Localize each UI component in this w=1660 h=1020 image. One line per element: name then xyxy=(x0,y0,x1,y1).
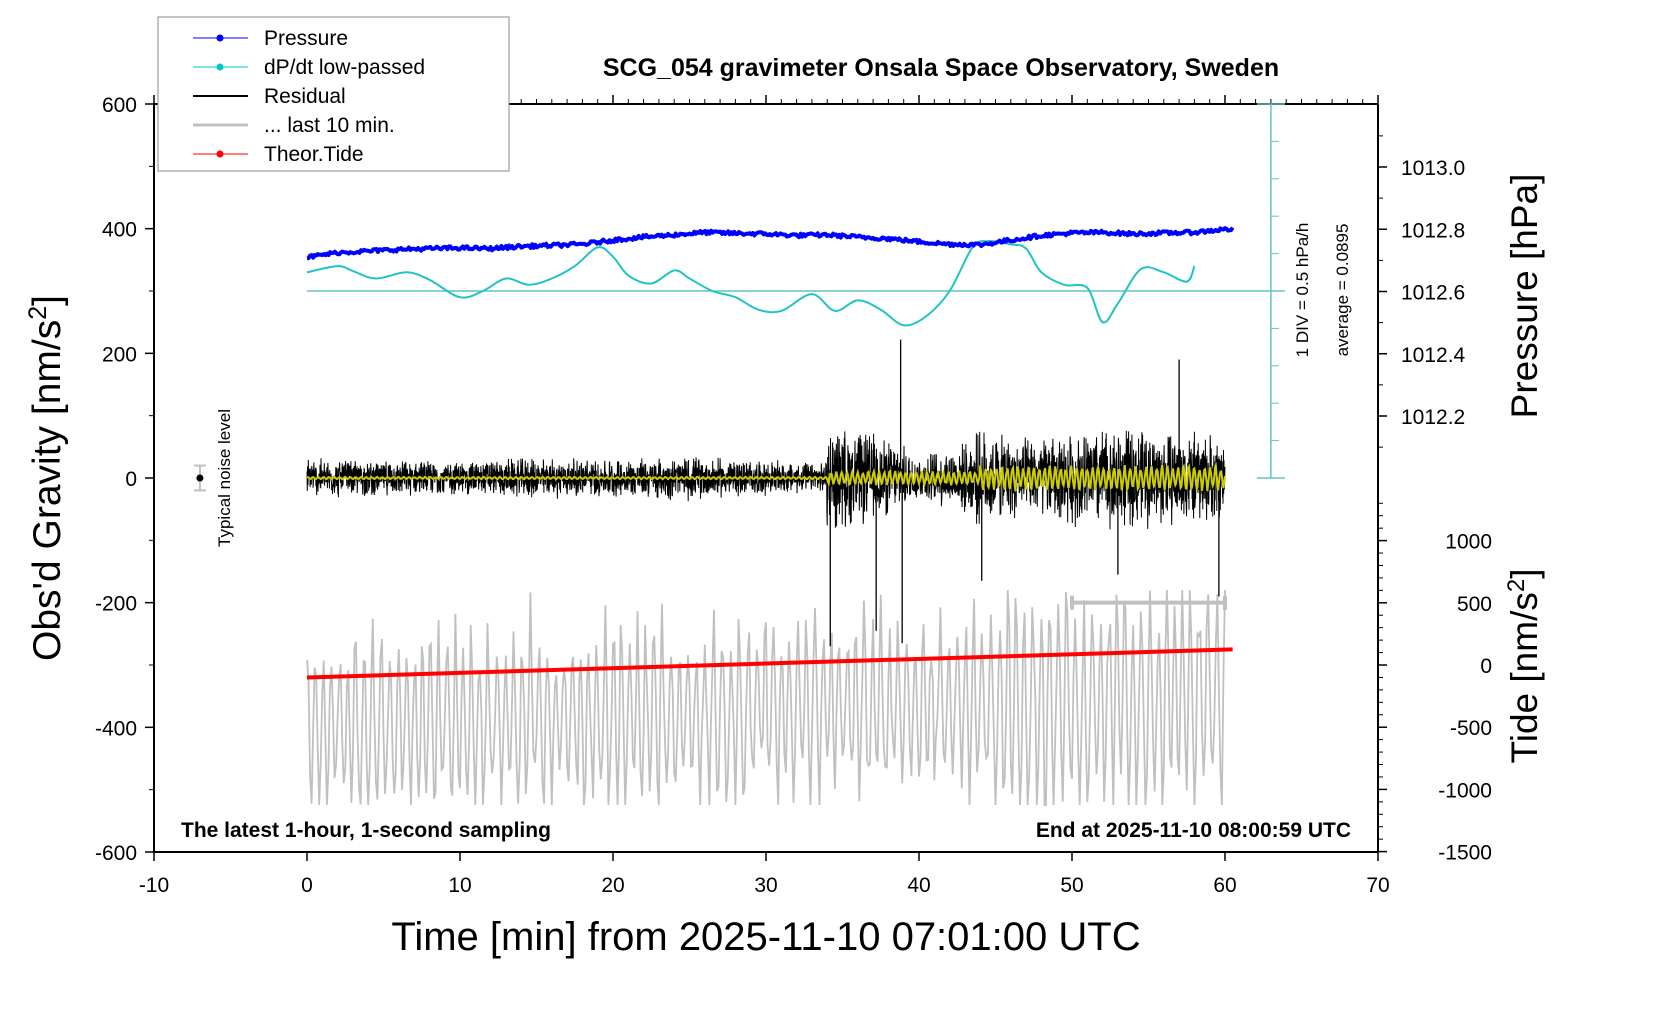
residual-lowpass-series xyxy=(306,461,1226,493)
legend-item: dP/dt low-passed xyxy=(193,56,425,79)
gravity-tick-label: -600 xyxy=(95,842,137,865)
tide-tick-label: 1000 xyxy=(1445,531,1492,554)
typical-noise-marker xyxy=(193,464,206,492)
x-tick-label: 30 xyxy=(754,874,777,897)
legend-label: Theor.Tide xyxy=(264,143,364,166)
noise-level-label: Typical noise level xyxy=(215,409,234,547)
pressure-series xyxy=(306,226,1235,261)
legend-swatch-marker xyxy=(216,34,224,42)
tide-axis-ticks: 1000 500 0 -500 -1000 -1500 xyxy=(1378,502,1492,865)
pressure-line xyxy=(306,226,1235,261)
y-axis-title-pressure: Pressure [hPa] xyxy=(1504,174,1545,419)
gravity-axis-ticks: 600 400 200 0 -200 -400 -600 xyxy=(95,94,154,865)
y-axis-title-gravity: Obs'd Gravity [nm/s2] xyxy=(24,295,69,661)
annotation-average: average = 0.0895 xyxy=(1333,224,1352,357)
dpdt-series xyxy=(306,240,1196,327)
tide-tick-label: -1000 xyxy=(1438,779,1492,802)
legend-label: dP/dt low-passed xyxy=(264,56,425,79)
y-axis-title-tide-end: ] xyxy=(1504,569,1545,579)
last-10-min-range-bar xyxy=(1070,595,1227,610)
y-axis-title-tide-sup: 2 xyxy=(1503,579,1530,592)
dpdt-line xyxy=(306,240,1196,327)
legend-item: Theor.Tide xyxy=(193,143,364,166)
y-axis-title-gravity-end: ] xyxy=(26,295,69,306)
tide-tick-label: -1500 xyxy=(1438,842,1492,865)
x-tick-label: 0 xyxy=(301,874,313,897)
tide-tick-label: 500 xyxy=(1457,593,1492,616)
x-tick-label: 60 xyxy=(1213,874,1236,897)
pressure-tick-label: 1013.0 xyxy=(1401,157,1465,180)
residual-series xyxy=(306,339,1226,647)
pressure-tick-label: 1012.8 xyxy=(1401,219,1465,242)
last-10-min-series xyxy=(306,589,1226,806)
x-tick-label: 10 xyxy=(448,874,471,897)
pressure-tick-label: 1012.4 xyxy=(1401,344,1466,367)
gravity-tick-label: 200 xyxy=(102,343,137,366)
tide-tick-label: 0 xyxy=(1480,655,1492,678)
y-axis-title-tide-main: Tide [nm/s xyxy=(1504,592,1545,763)
tide-tick-label: -500 xyxy=(1450,717,1492,740)
legend-item: Pressure xyxy=(193,27,348,50)
gravity-tick-label: 0 xyxy=(125,468,137,491)
last-10-min-line xyxy=(306,589,1226,806)
pressure-tick-label: 1012.2 xyxy=(1401,406,1465,429)
residual-line xyxy=(306,430,1226,530)
x-tick-label: 50 xyxy=(1060,874,1083,897)
legend-label: Residual xyxy=(264,85,346,108)
legend: Pressure dP/dt low-passed Residual ... last… xyxy=(157,16,510,172)
residual-lowpass-line xyxy=(306,461,1226,493)
x-axis-title: Time [min] from 2025-11-10 07:01:00 UTC xyxy=(391,915,1140,959)
legend-item: Residual xyxy=(193,85,346,108)
x-tick-label: 70 xyxy=(1366,874,1389,897)
legend-item: ... last 10 min. xyxy=(193,114,395,137)
y-axis-title-gravity-sup: 2 xyxy=(24,306,52,320)
annotation-div-scale: 1 DIV = 0.5 hPa/h xyxy=(1293,223,1312,358)
annotation-bottom-left: The latest 1-hour, 1-second sampling xyxy=(181,819,551,842)
legend-swatch-marker xyxy=(216,63,224,71)
legend-label: Pressure xyxy=(264,27,348,50)
gravity-tick-label: 600 xyxy=(102,94,137,117)
pressure-tick-label: 1012.6 xyxy=(1401,282,1465,305)
legend-label: ... last 10 min. xyxy=(264,114,395,137)
dpdt-axis xyxy=(307,103,1285,479)
legend-swatch-marker xyxy=(216,150,224,158)
y-axis-title-gravity-main: Obs'd Gravity [nm/s xyxy=(26,320,69,661)
noise-point xyxy=(196,474,204,482)
gravity-tick-label: -400 xyxy=(95,717,137,740)
gravity-tick-label: -200 xyxy=(95,593,137,616)
tide-line xyxy=(306,647,1233,680)
x-tick-label: -10 xyxy=(139,874,169,897)
y-axis-title-tide: Tide [nm/s2] xyxy=(1503,569,1546,764)
chart-title: SCG_054 gravimeter Onsala Space Observat… xyxy=(603,54,1279,82)
legend-box xyxy=(157,16,510,172)
gravity-tick-label: 400 xyxy=(102,219,137,242)
x-tick-label: 40 xyxy=(907,874,930,897)
x-tick-label: 20 xyxy=(601,874,624,897)
tide-series xyxy=(306,647,1233,680)
annotation-bottom-right: End at 2025-11-10 08:00:59 UTC xyxy=(1036,819,1351,842)
pressure-axis-ticks: 1013.0 1012.8 1012.6 1012.4 1012.2 xyxy=(1378,135,1466,448)
